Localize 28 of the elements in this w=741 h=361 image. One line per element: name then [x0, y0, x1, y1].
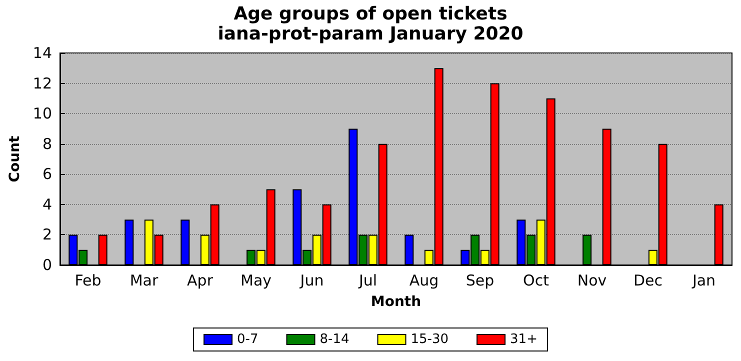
y-tick-label: 10 [32, 104, 52, 123]
chart-subtitle: iana-prot-param January 2020 [218, 24, 524, 44]
y-tick-label: 14 [32, 44, 52, 62]
x-tick-label: Jun [299, 272, 324, 290]
x-tick-label: May [240, 272, 272, 290]
legend-label: 15-30 [410, 332, 449, 347]
legend-label: 8-14 [320, 332, 350, 347]
x-tick-label: Oct [523, 272, 550, 290]
x-tick-label: Sep [466, 272, 494, 290]
x-tick-label: Jul [358, 272, 378, 290]
x-tick-label: Dec [633, 272, 663, 290]
y-tick-label: 6 [42, 165, 52, 184]
y-tick-label: 4 [42, 195, 52, 214]
x-tick-label: Apr [187, 272, 214, 290]
legend-label: 0-7 [237, 332, 258, 347]
y-tick-label: 8 [42, 134, 52, 153]
legend-label: 31+ [510, 332, 538, 347]
y-axis-title: Count [7, 135, 23, 182]
x-tick-label: Jan [691, 272, 716, 290]
chart-title: Age groups of open tickets [234, 4, 508, 24]
x-tick-label: Aug [409, 272, 439, 290]
y-tick-label: 2 [42, 226, 52, 244]
x-tick-label: Mar [130, 272, 159, 290]
x-tick-label: Feb [74, 272, 102, 290]
y-tick-label: 12 [32, 74, 52, 92]
y-tick-label: 0 [42, 256, 52, 274]
x-tick-label: Nov [577, 272, 607, 290]
x-axis-title: Month [370, 294, 422, 310]
